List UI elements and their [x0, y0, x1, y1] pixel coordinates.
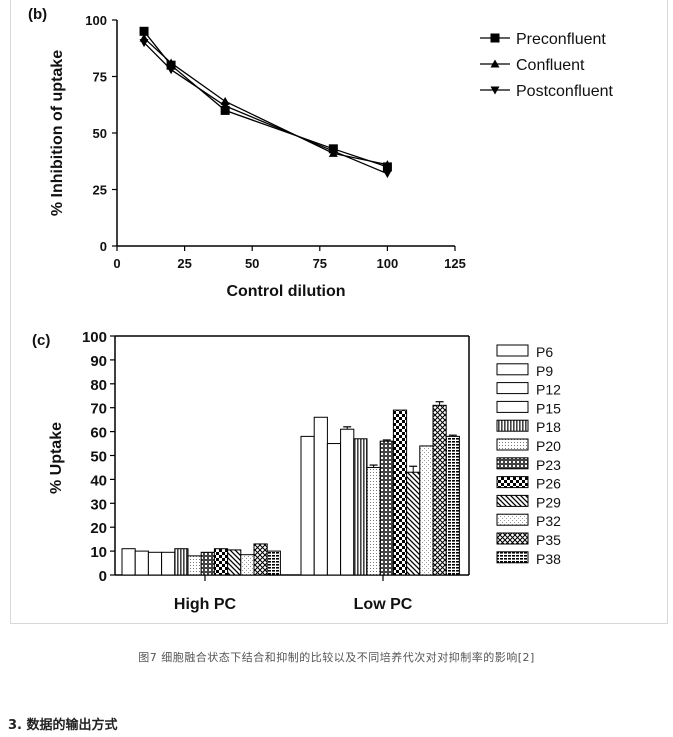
b-legend-marker [490, 33, 500, 43]
b-x-tick-label: 100 [377, 256, 399, 271]
b-y-tick-label: 25 [93, 183, 107, 198]
b-x-tick-label: 0 [113, 256, 120, 271]
b-x-axis-title: Control dilution [226, 283, 345, 300]
b-series-line [143, 37, 388, 166]
c-y-tick-label: 0 [99, 568, 107, 585]
b-data-point [139, 39, 149, 48]
c-y-axis-title: % Uptake [48, 422, 65, 494]
c-legend-label: P20 [536, 438, 561, 454]
c-bar [161, 551, 176, 576]
section-heading: 3. 数据的输出方式 [8, 718, 118, 733]
c-category-label: High PC [174, 596, 237, 613]
c-bar [313, 416, 328, 576]
b-y-axis-title: % Inhibition of uptake [49, 50, 66, 216]
c-bar [213, 548, 229, 576]
c-legend-label: P15 [536, 400, 561, 416]
c-y-tick-label: 60 [90, 425, 107, 442]
b-data-point [328, 147, 338, 156]
b-y-tick-label: 0 [100, 239, 107, 254]
c-bar [187, 555, 202, 576]
c-bar [266, 550, 281, 576]
c-legend-swatch [496, 438, 529, 451]
c-bar [200, 551, 215, 576]
c-bar [432, 404, 447, 576]
c-legend-swatch [496, 400, 529, 413]
c-legend-swatch [496, 551, 529, 564]
c-bar [419, 445, 434, 576]
b-legend-label: Postconfluent [516, 83, 614, 100]
c-legend-label: P35 [536, 532, 561, 548]
c-legend-swatch [496, 513, 529, 526]
c-bar [174, 548, 189, 576]
b-y-tick-label: 75 [93, 70, 107, 85]
b-data-point [166, 66, 176, 75]
c-y-tick-label: 30 [90, 496, 107, 513]
figure-caption: 图7 细胞融合状态下结合和抑制的比较以及不同培养代次对对抑制率的影响[2] [138, 651, 535, 664]
b-data-point [139, 26, 149, 36]
panel-c-label: (c) [32, 332, 50, 349]
c-bar [147, 551, 163, 576]
c-y-tick-label: 20 [90, 520, 107, 537]
c-y-tick-label: 100 [82, 329, 107, 346]
c-bar [326, 443, 342, 576]
c-bar [379, 440, 394, 576]
b-data-point [220, 105, 230, 115]
c-legend-label: P9 [536, 363, 553, 379]
c-bar [227, 549, 242, 576]
b-data-point [382, 170, 392, 179]
c-bar [392, 409, 408, 576]
c-y-tick-label: 50 [90, 449, 107, 466]
c-y-tick-label: 40 [90, 472, 107, 489]
c-y-tick-label: 10 [90, 544, 107, 561]
c-bar [134, 550, 149, 576]
c-bar [366, 466, 381, 576]
c-legend-label: P32 [536, 513, 561, 529]
c-legend-label: P38 [536, 551, 561, 567]
b-data-point [382, 160, 392, 169]
c-bar [300, 435, 315, 576]
figure-svg: (b) (c) Control dilution % Inhibition of… [28, 6, 614, 613]
c-legend-swatch [496, 419, 529, 432]
c-legend-label: P23 [536, 457, 561, 473]
c-legend-label: P26 [536, 476, 561, 492]
b-legend-label: Preconfluent [516, 31, 606, 48]
b-x-tick-label: 75 [313, 256, 327, 271]
c-legend-label: P6 [536, 344, 553, 360]
c-bar [353, 438, 368, 576]
c-bar [445, 435, 460, 576]
c-legend-swatch [496, 363, 529, 376]
c-legend-label: P12 [536, 382, 561, 398]
c-legend-swatch [496, 532, 529, 545]
c-legend-swatch [496, 382, 529, 395]
b-series-line [143, 30, 388, 168]
c-legend-swatch [496, 344, 529, 357]
c-bar [406, 471, 421, 576]
c-legend-label: P18 [536, 419, 561, 435]
panel-b-label: (b) [28, 6, 47, 23]
b-x-tick-label: 25 [177, 256, 191, 271]
c-y-tick-label: 90 [90, 353, 107, 370]
b-y-tick-label: 50 [93, 126, 107, 141]
c-bar [340, 428, 355, 576]
c-y-tick-label: 80 [90, 377, 107, 394]
line-chart-panel-b: Control dilution % Inhibition of uptake … [49, 13, 614, 300]
b-data-point [166, 58, 176, 67]
c-legend-label: P29 [536, 494, 561, 510]
c-y-tick-label: 70 [90, 401, 107, 418]
b-y-tick-label: 100 [85, 13, 107, 28]
b-x-tick-label: 50 [245, 256, 259, 271]
b-legend-marker [490, 86, 500, 95]
c-legend-swatch [496, 494, 529, 507]
c-category-label: Low PC [354, 596, 413, 613]
b-data-point [220, 102, 230, 111]
b-legend-marker [490, 59, 500, 68]
c-legend-swatch [496, 476, 529, 489]
bar-chart-panel-c: % Uptake 0 10 20 30 40 50 60 70 80 90 100 High PC Lo… [48, 329, 561, 613]
c-bar [253, 543, 268, 576]
c-legend-swatch [496, 457, 529, 470]
b-x-tick-label: 125 [444, 256, 466, 271]
c-bar [121, 548, 136, 576]
c-bar [240, 554, 255, 576]
b-legend-label: Confluent [516, 57, 585, 74]
